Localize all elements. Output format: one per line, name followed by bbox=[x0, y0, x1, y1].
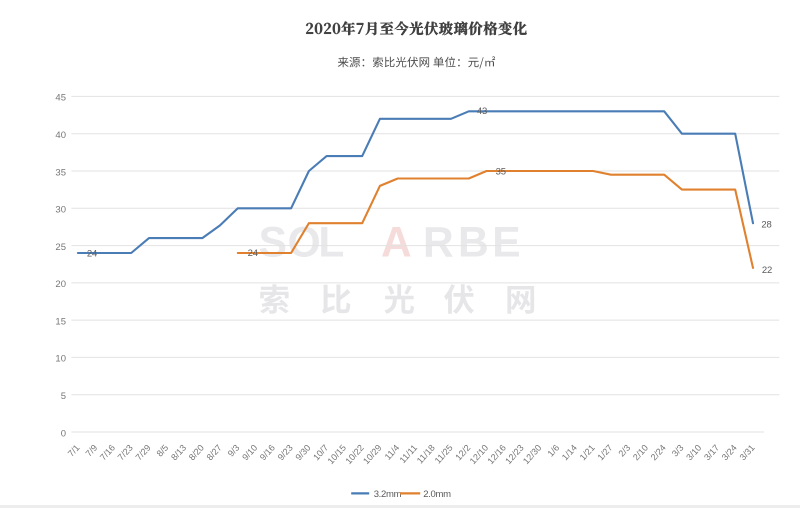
svg-text:B: B bbox=[458, 220, 489, 267]
svg-text:30: 30 bbox=[55, 205, 66, 216]
svg-text:25: 25 bbox=[55, 242, 66, 253]
svg-text:22: 22 bbox=[762, 265, 772, 276]
svg-text:28: 28 bbox=[761, 220, 771, 231]
svg-text:5: 5 bbox=[61, 391, 66, 402]
svg-text:24: 24 bbox=[248, 248, 258, 259]
svg-text:15: 15 bbox=[55, 316, 66, 327]
svg-text:20: 20 bbox=[55, 279, 66, 290]
svg-text:A: A bbox=[381, 220, 412, 267]
svg-text:S: S bbox=[259, 220, 287, 267]
svg-text:3.2mm: 3.2mm bbox=[374, 489, 402, 500]
svg-text:0: 0 bbox=[61, 428, 66, 439]
svg-text:35: 35 bbox=[55, 167, 66, 178]
svg-text:10: 10 bbox=[55, 354, 66, 365]
svg-text:35: 35 bbox=[496, 166, 506, 177]
svg-text:40: 40 bbox=[55, 130, 66, 141]
svg-text:2.0mm: 2.0mm bbox=[423, 489, 451, 500]
svg-text:E: E bbox=[492, 220, 520, 267]
svg-text:43: 43 bbox=[477, 106, 487, 117]
svg-text:L: L bbox=[318, 220, 344, 267]
svg-text:24: 24 bbox=[87, 249, 97, 260]
svg-text:R: R bbox=[423, 220, 454, 267]
svg-text:O: O bbox=[288, 220, 321, 267]
svg-text:45: 45 bbox=[55, 93, 66, 104]
